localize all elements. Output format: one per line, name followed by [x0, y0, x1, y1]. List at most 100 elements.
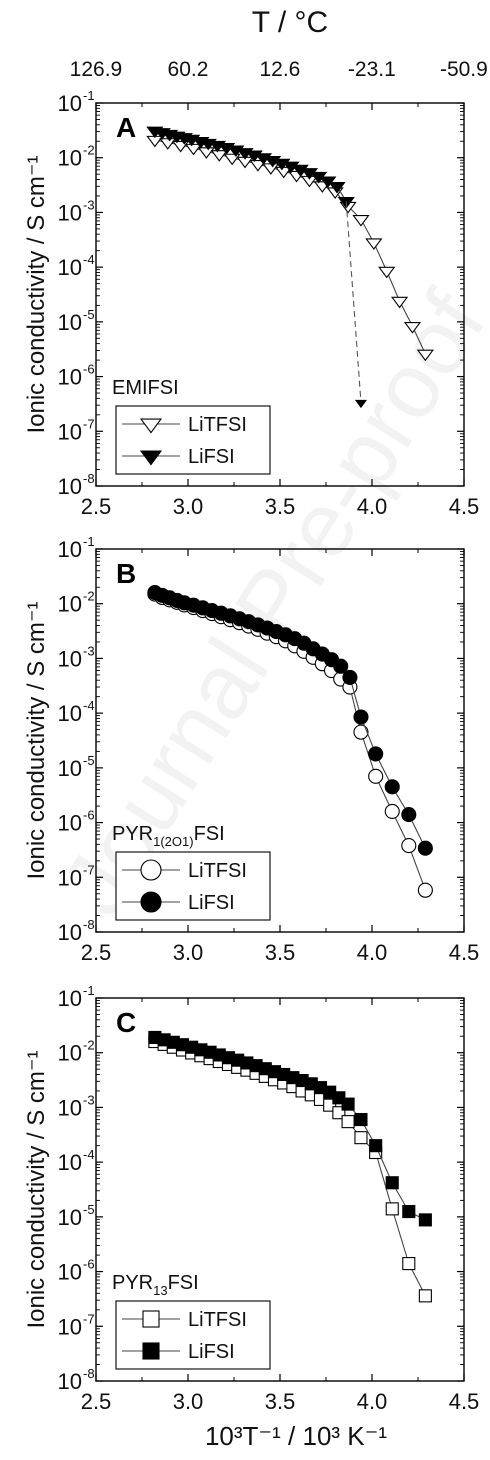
y-tick-label: 10 — [58, 865, 82, 890]
data-point — [341, 1097, 355, 1111]
y-tick-label: 10 — [58, 986, 82, 1011]
top-tick-label: 12.6 — [259, 58, 300, 81]
data-point — [378, 266, 396, 279]
legend-title-end: FSI — [168, 1272, 199, 1294]
y-tick-label: 10 — [58, 200, 82, 225]
top-axis-tick-labels: 126.9 60.2 12.6 -23.1 -50.9 — [70, 58, 488, 81]
legend-marker — [139, 450, 163, 466]
y-tick-label: 10 — [58, 646, 82, 671]
data-point — [368, 768, 384, 784]
y-tick-exponent: -1 — [83, 983, 95, 998]
series-lifsi — [147, 584, 433, 856]
y-tick-label: 10 — [58, 592, 82, 617]
top-tick-label: -23.1 — [348, 58, 396, 81]
y-tick-label: 10 — [58, 365, 82, 390]
x-axis-title-text: 10³T⁻¹ / 10³ K⁻¹ — [205, 1421, 387, 1451]
y-tick-exponent: -6 — [83, 808, 95, 823]
series-line — [154, 1036, 426, 1221]
legend-title: PYR1(2O1)FSI — [112, 823, 225, 849]
top-tick-label: 60.2 — [168, 58, 209, 81]
legend-box — [115, 851, 271, 921]
y-tick-label: 10 — [58, 1041, 82, 1066]
legend-title-main: PYR — [112, 1272, 153, 1294]
panel-letter: A — [116, 112, 136, 143]
y-axis-label: Ionic conductivity / S cm⁻¹ — [23, 155, 50, 433]
data-point — [365, 238, 383, 251]
data-point — [416, 349, 434, 362]
y-tick-exponent: -4 — [83, 698, 95, 713]
x-tick-label: 4.5 — [449, 494, 480, 519]
y-tick-exponent: -2 — [83, 1038, 95, 1053]
data-point — [384, 779, 400, 795]
legend-label: LiTFSI — [188, 414, 247, 436]
panel-c: 2.5 3.0 3.5 4.0 4.510 -810 -710 -610 -510 -410 -31… — [23, 983, 479, 1414]
panel-a: 2.5 3.0 3.5 4.0 4.510 -810 -710 -610 -510 -410 -31… — [23, 88, 479, 519]
y-axis-label: Ionic conductivity / S cm⁻¹ — [23, 1050, 50, 1328]
y-tick-label: 10 — [58, 1369, 82, 1394]
y-tick-label: 10 — [58, 474, 82, 499]
y-tick-exponent: -7 — [83, 1311, 95, 1326]
legend-title-end: FSI — [194, 823, 225, 845]
y-tick-label: 10 — [58, 1260, 82, 1285]
data-point — [418, 1213, 432, 1227]
x-tick-label: 3.5 — [265, 1389, 296, 1414]
x-tick-label: 3.0 — [173, 494, 204, 519]
legend-marker — [140, 859, 162, 881]
legend-marker — [142, 1342, 160, 1360]
data-point — [319, 176, 337, 189]
y-tick-exponent: -1 — [83, 534, 95, 549]
y-tick-label: 10 — [58, 1205, 82, 1230]
y-tick-label: 10 — [58, 1314, 82, 1339]
y-tick-exponent: -1 — [83, 88, 95, 103]
y-tick-label: 10 — [58, 1095, 82, 1120]
panels: 2.5 3.0 3.5 4.0 4.510 -810 -710 -610 -510 -410 -31… — [23, 88, 479, 1414]
data-point — [391, 296, 409, 309]
x-tick-label: 4.5 — [449, 1389, 480, 1414]
x-tick-label: 2.5 — [81, 494, 112, 519]
top-tick-label: -50.9 — [440, 58, 488, 81]
y-tick-exponent: -6 — [83, 1257, 95, 1272]
data-point — [369, 1139, 383, 1153]
y-tick-exponent: -5 — [83, 753, 95, 768]
y-tick-label: 10 — [58, 255, 82, 280]
x-tick-label: 4.5 — [449, 940, 480, 965]
y-tick-label: 10 — [58, 310, 82, 335]
y-axis-label: Ionic conductivity / S cm⁻¹ — [23, 601, 50, 879]
data-point — [342, 669, 358, 685]
data-point — [210, 150, 228, 162]
series-extrapolation — [345, 201, 368, 409]
legend-label: LiTFSI — [188, 860, 247, 882]
data-point — [385, 1176, 399, 1190]
data-point — [417, 882, 433, 898]
data-point — [385, 1202, 399, 1216]
data-point — [353, 724, 369, 740]
top-tick-label: 126.9 — [70, 58, 123, 81]
data-point — [354, 1131, 368, 1145]
legend-title: PYR13FSI — [112, 1272, 199, 1298]
y-tick-label: 10 — [58, 419, 82, 444]
data-point — [184, 143, 203, 156]
y-tick-exponent: -4 — [83, 252, 95, 267]
legend-title-sub: 1(2O1) — [153, 834, 193, 849]
data-point — [401, 838, 417, 854]
series-lifsi — [148, 1030, 432, 1227]
legend-title-main: PYR — [112, 823, 153, 845]
y-tick-label: 10 — [58, 537, 82, 562]
y-tick-label: 10 — [58, 1150, 82, 1175]
y-tick-exponent: -3 — [83, 197, 95, 212]
x-tick-label: 4.0 — [357, 1389, 388, 1414]
data-point — [353, 709, 369, 725]
y-tick-label: 10 — [58, 146, 82, 171]
legend-box — [115, 405, 271, 475]
y-tick-label: 10 — [58, 920, 82, 945]
panel-letter: C — [116, 1007, 136, 1038]
y-tick-exponent: -7 — [83, 862, 95, 877]
x-tick-label: 3.5 — [265, 940, 296, 965]
data-point — [341, 1115, 355, 1129]
legend-marker — [139, 418, 163, 434]
data-point — [249, 159, 267, 172]
x-tick-label: 3.0 — [173, 1389, 204, 1414]
top-axis-title: T / °C — [252, 6, 328, 39]
series-litfsi — [146, 135, 434, 362]
